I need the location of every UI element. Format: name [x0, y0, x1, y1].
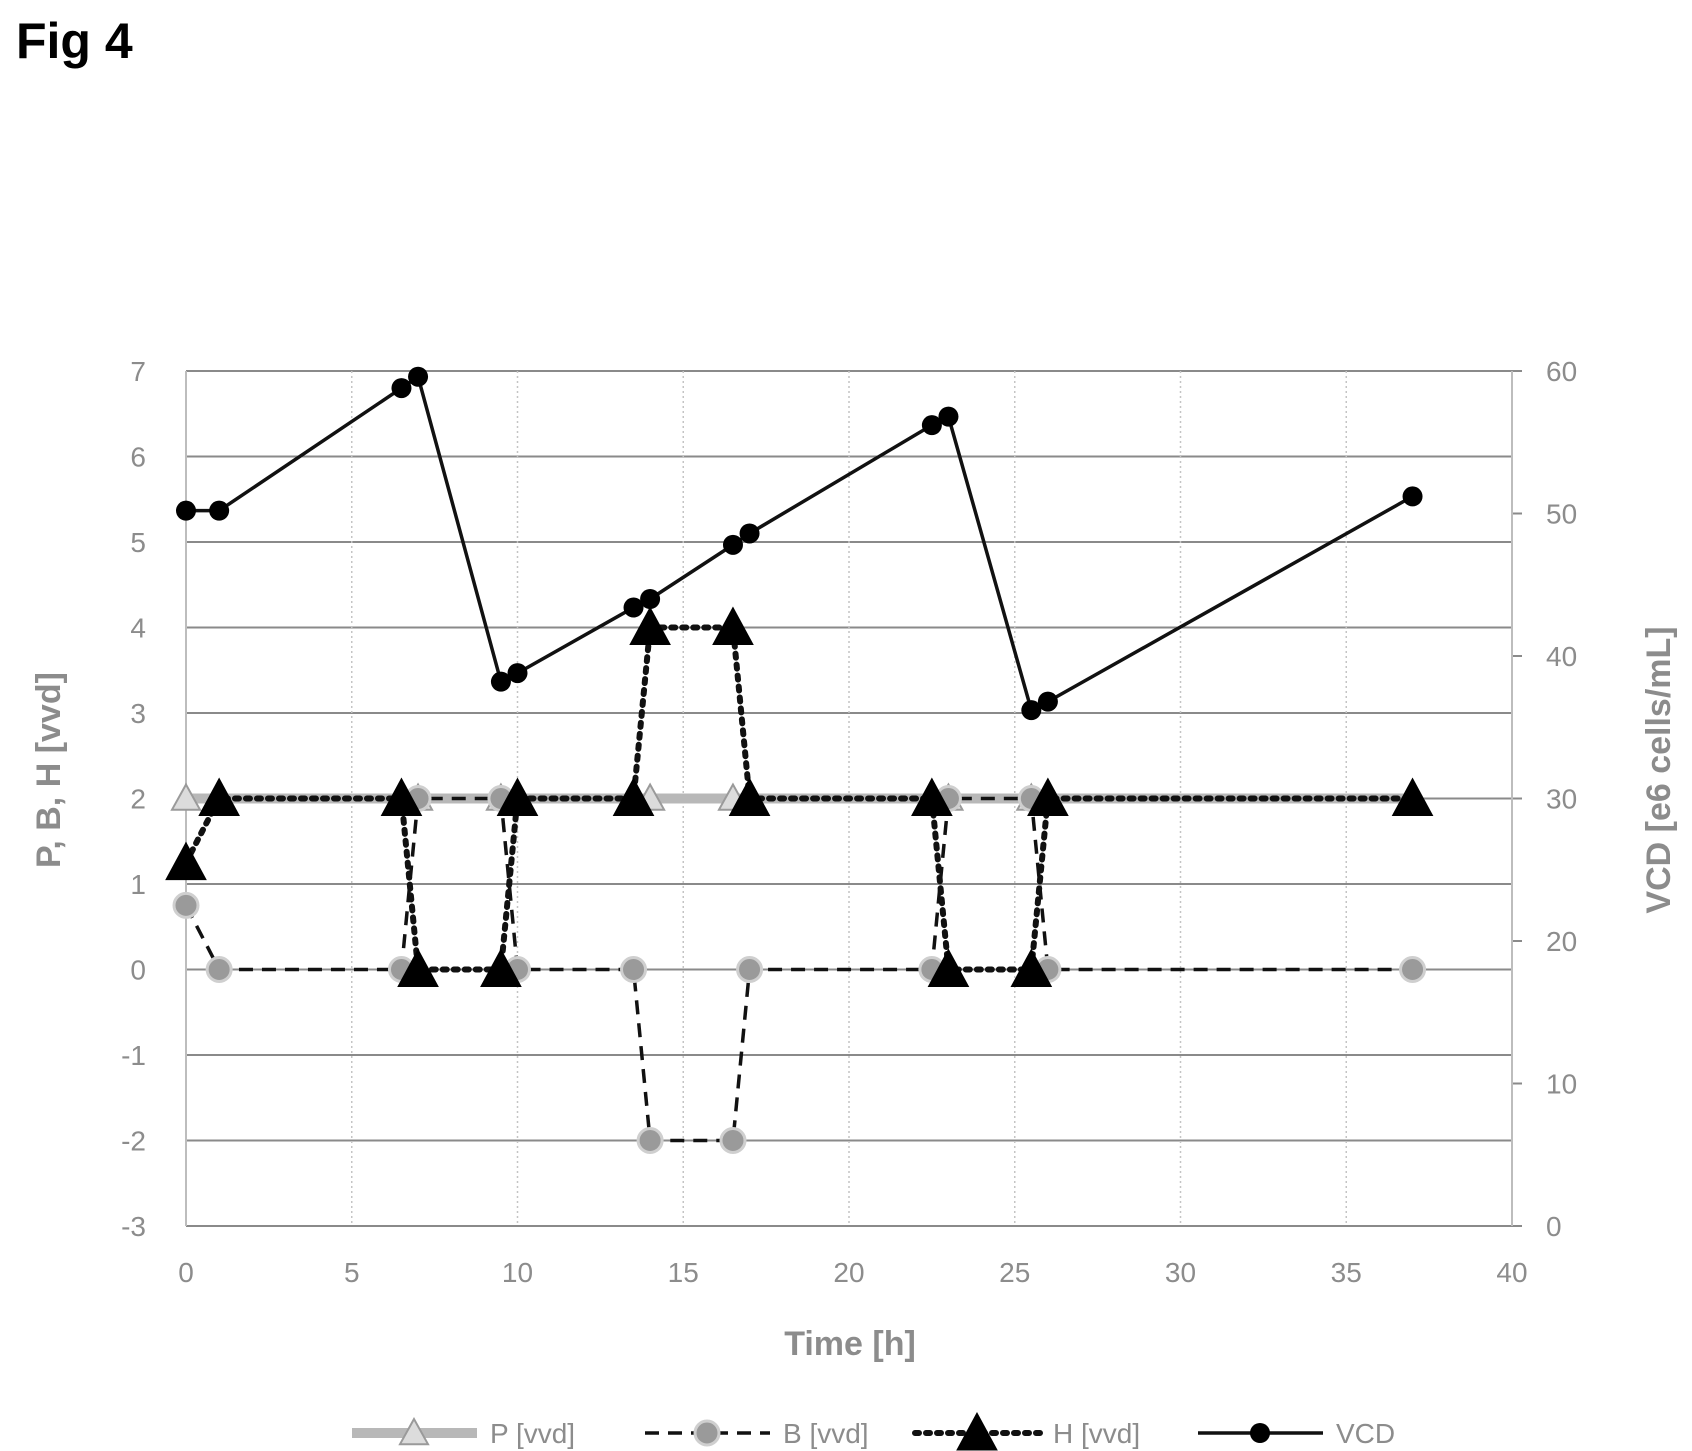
data-point: [728, 777, 771, 816]
legend: P [vvd] B [vvd] H [vvd] VCD: [352, 1411, 1395, 1451]
series-line: [186, 374, 1414, 712]
y-left-tick-label: -1: [121, 1040, 146, 1071]
data-point: [165, 841, 207, 881]
data-point: [172, 891, 200, 919]
legend-label: B [vvd]: [783, 1418, 869, 1449]
legend-marker: [1250, 1423, 1270, 1443]
legend-item: VCD: [1198, 1418, 1395, 1449]
y-left-tick-label: 1: [130, 869, 146, 900]
data-point: [391, 378, 412, 399]
data-point: [1402, 486, 1423, 507]
y-axis-left-title: P, B, H [vvd]: [30, 672, 68, 868]
x-tick-label: 10: [502, 1257, 533, 1288]
data-point: [911, 777, 953, 816]
series-4: [176, 366, 1423, 721]
y-left-tick-label: 5: [130, 527, 146, 558]
legend-label: H [vvd]: [1053, 1418, 1140, 1449]
data-point: [176, 500, 196, 521]
y-left-tick-label: 3: [130, 698, 146, 729]
x-tick-label: 30: [1165, 1257, 1196, 1288]
data-point: [1399, 956, 1427, 983]
x-tick-label: 0: [178, 1257, 194, 1288]
y-left-tick-label: 7: [130, 356, 146, 387]
y-left-tick-label: -2: [121, 1126, 146, 1157]
y-right-tick-label: 60: [1546, 356, 1577, 387]
data-point: [496, 777, 539, 816]
data-point: [1021, 700, 1042, 721]
x-tick-label: 25: [999, 1257, 1030, 1288]
legend-item: P [vvd]: [352, 1416, 575, 1449]
x-tick-label: 35: [1331, 1257, 1362, 1288]
data-point: [612, 777, 655, 816]
data-point: [921, 415, 942, 436]
y-axis-right-title: VCD [e6 cells/mL]: [1640, 626, 1678, 913]
grid-lines: [185, 370, 1513, 1227]
data-point: [739, 523, 760, 544]
y-left-tick-label: 2: [130, 784, 146, 815]
y-right-tick-label: 10: [1546, 1069, 1577, 1100]
y-left-tick-label: -3: [121, 1211, 146, 1242]
data-point: [719, 1127, 747, 1154]
data-series: [165, 366, 1434, 1154]
y-left-tick-label: 4: [130, 613, 146, 644]
legend-marker: [398, 1416, 430, 1446]
data-point: [927, 948, 970, 987]
data-point: [938, 406, 959, 427]
series-line: [183, 624, 1416, 973]
data-point: [636, 1127, 664, 1154]
data-point: [198, 777, 240, 816]
data-point: [490, 671, 511, 692]
data-point: [712, 606, 754, 645]
data-point: [1027, 777, 1069, 816]
y-right-tick-label: 20: [1546, 926, 1577, 957]
legend-label: P [vvd]: [490, 1418, 575, 1449]
series-3: [165, 606, 1434, 987]
data-point: [170, 782, 202, 811]
data-point: [480, 948, 522, 987]
data-point: [640, 589, 661, 609]
legend-item: B [vvd]: [645, 1418, 869, 1449]
data-point: [380, 777, 423, 816]
x-axis-title: Time [h]: [784, 1325, 916, 1363]
legend-marker: [956, 1411, 998, 1451]
y-right-tick-label: 30: [1546, 784, 1577, 815]
x-tick-label: 5: [344, 1257, 360, 1288]
data-point: [736, 956, 764, 983]
y-left-tick-label: 6: [130, 442, 146, 473]
y-right-tick-label: 40: [1546, 641, 1577, 672]
data-point: [623, 597, 644, 618]
legend-marker: [693, 1419, 721, 1447]
figure-label: Fig 4: [16, 13, 133, 69]
x-tick-label: 40: [1496, 1257, 1527, 1288]
y-right-tick-label: 50: [1546, 499, 1577, 530]
data-point: [1037, 691, 1058, 712]
data-point: [408, 366, 429, 387]
data-point: [209, 500, 230, 521]
legend-item: H [vvd]: [912, 1411, 1140, 1451]
data-point: [1391, 777, 1434, 816]
data-point: [722, 534, 743, 555]
data-point: [507, 663, 528, 684]
data-point: [1010, 948, 1053, 987]
data-point: [629, 606, 671, 645]
data-point: [205, 956, 233, 983]
legend-label: VCD: [1336, 1418, 1395, 1449]
y-left-tick-label: 0: [130, 955, 146, 986]
y-right-tick-label: 0: [1546, 1211, 1562, 1242]
x-tick-label: 20: [833, 1257, 864, 1288]
data-point: [397, 948, 439, 987]
x-tick-label: 15: [668, 1257, 699, 1288]
data-point: [620, 956, 648, 983]
